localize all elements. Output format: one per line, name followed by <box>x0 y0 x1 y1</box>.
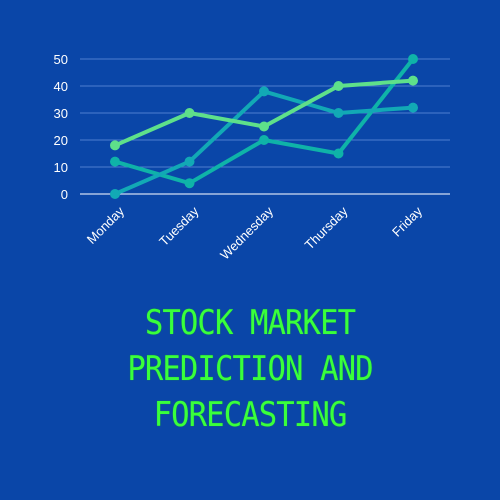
y-tick-label: 20 <box>54 133 68 148</box>
data-point <box>184 108 195 118</box>
y-tick-label: 0 <box>61 187 68 202</box>
data-point <box>408 102 418 113</box>
data-point <box>408 54 418 64</box>
y-tick-label: 40 <box>54 79 68 94</box>
y-tick-label: 30 <box>54 106 68 121</box>
data-point <box>110 140 120 151</box>
poster-title: STOCK MARKET PREDICTION AND FORECASTING <box>0 300 500 438</box>
x-tick-label: Wednesday <box>217 203 276 262</box>
x-tick-label: Tuesday <box>156 203 202 249</box>
x-tick-label: Friday <box>389 203 425 239</box>
data-point <box>184 178 195 189</box>
data-point <box>184 156 195 167</box>
data-point <box>259 86 269 97</box>
data-point <box>333 108 344 118</box>
title-line-1: STOCK MARKET <box>144 303 356 343</box>
data-point <box>333 148 344 159</box>
data-point <box>110 156 120 167</box>
data-point <box>333 81 344 91</box>
y-tick-label: 10 <box>54 160 68 175</box>
series-line-1 <box>113 57 415 186</box>
line-chart: 0 10 20 30 40 50 Monday Tuesday Wednesday Thursd… <box>54 52 450 263</box>
title-line-2: PREDICTION AND <box>127 349 373 389</box>
data-point <box>110 189 120 199</box>
data-point <box>259 121 269 132</box>
title-line-3: FORECASTING <box>153 395 348 435</box>
data-point <box>408 75 418 86</box>
x-tick-label: Thursday <box>302 203 351 252</box>
x-axis-ticks: Monday Tuesday Wednesday Thursday Friday <box>84 203 426 262</box>
data-point <box>259 135 269 145</box>
series-group <box>110 54 418 199</box>
y-tick-label: 50 <box>54 52 68 67</box>
y-axis-ticks: 0 10 20 30 40 50 <box>54 52 68 202</box>
x-tick-label: Monday <box>84 203 128 247</box>
